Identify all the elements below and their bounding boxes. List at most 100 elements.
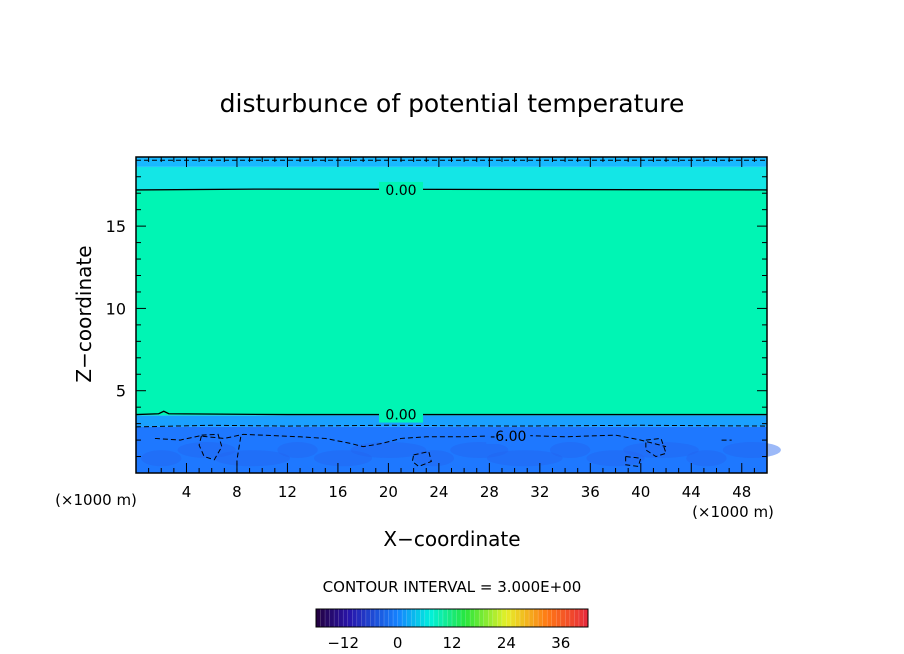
contour-labels: 0.00 0.00 -6.00	[379, 181, 531, 445]
colorbar-tick-label: −12	[327, 634, 359, 652]
colorbar-cell	[551, 609, 557, 627]
colorbar-tick-label: 36	[551, 634, 570, 652]
x-tick-label: 16	[328, 483, 347, 501]
field-patch	[277, 441, 318, 458]
x-tick-label: 8	[232, 483, 242, 501]
colorbar-cell	[465, 609, 471, 627]
colorbar-frame	[315, 608, 589, 628]
colorbar-cell	[338, 609, 344, 627]
field-patch	[313, 450, 372, 467]
contour-line	[198, 433, 223, 461]
x-tick-label: 48	[732, 483, 751, 501]
contour-line	[135, 410, 767, 416]
contour-line	[154, 433, 667, 448]
x-tick-label: 40	[631, 483, 650, 501]
colorbar-cell	[402, 609, 408, 627]
colorbar-tick-label: 0	[393, 634, 403, 652]
colorbar-cell	[510, 609, 516, 627]
field-band	[136, 415, 767, 427]
colorbar-cell	[352, 609, 358, 627]
field-patch	[586, 450, 645, 467]
colorbar-cell	[506, 609, 512, 627]
contour-lines	[135, 159, 768, 473]
colorbar-cell	[533, 609, 539, 627]
contour-label-bg	[379, 181, 424, 198]
field-patch	[486, 450, 563, 467]
x-unit-left: (×1000 m)	[55, 491, 137, 509]
colorbar-tick-label: 12	[442, 634, 461, 652]
field-band	[136, 426, 767, 473]
x-tick-label: 44	[682, 483, 701, 501]
y-axis-label: Z−coordinate	[72, 245, 96, 382]
colorbar-cell	[379, 609, 385, 627]
colorbar-cell	[556, 609, 562, 627]
colorbar-cell	[320, 609, 326, 627]
field-band	[136, 166, 767, 190]
x-tick-label: 20	[379, 483, 398, 501]
x-tick-label: 12	[278, 483, 297, 501]
colorbar-cell	[370, 609, 376, 627]
contour-label-bg	[379, 406, 424, 423]
colorbar-cell	[578, 609, 584, 627]
contour-line	[135, 424, 768, 428]
colorbar-cell	[538, 609, 544, 627]
colorbar-cell	[424, 609, 430, 627]
x-tick-label: 24	[429, 483, 448, 501]
colorbar-cell	[374, 609, 380, 627]
contour-line	[135, 188, 768, 191]
x-axis-label: X−coordinate	[383, 527, 520, 551]
colorbar-cell	[406, 609, 412, 627]
colorbar-cell	[497, 609, 503, 627]
colorbar-cell	[565, 609, 571, 627]
colorbar-cell	[388, 609, 394, 627]
colorbar-cell	[524, 609, 530, 627]
field-patch	[413, 450, 455, 467]
colorbar-cell	[420, 609, 426, 627]
contour-label: 0.00	[385, 408, 416, 424]
x-unit-right: (×1000 m)	[692, 503, 774, 521]
y-tick-label: 5	[116, 382, 126, 401]
colorbar-cell	[411, 609, 417, 627]
colorbar-cell	[492, 609, 498, 627]
colorbar-cell	[365, 609, 371, 627]
colorbar-cell	[347, 609, 353, 627]
y-tick-label: 15	[106, 217, 126, 236]
contour-label: 0.00	[385, 183, 416, 199]
colorbar-cell	[325, 609, 330, 627]
colorbar-cell	[316, 609, 321, 627]
plot-area	[136, 157, 781, 473]
chart-title: disturbunce of potential temperature	[220, 89, 685, 118]
colorbar-cell	[334, 609, 340, 627]
contour-line	[645, 437, 667, 458]
y-tick-label: 10	[106, 299, 126, 318]
x-tick-label: 4	[182, 483, 192, 501]
field-patch	[141, 450, 182, 467]
colorbar-cell	[529, 609, 534, 627]
colorbar-cell	[488, 609, 494, 627]
colorbar-cell	[447, 609, 453, 627]
colorbar-cell	[583, 609, 589, 627]
contour-label-bg	[486, 427, 531, 444]
field-patch	[623, 441, 699, 458]
colorbar-cell	[470, 609, 476, 627]
colorbar-cell	[483, 609, 489, 627]
colorbar-cell	[343, 609, 349, 627]
colorbar-cell	[397, 609, 403, 627]
colorbar-cell	[361, 609, 367, 627]
x-tick-label: 36	[581, 483, 600, 501]
colorbar-cell	[515, 609, 521, 627]
colorbar-cell	[429, 609, 435, 627]
field-band	[136, 189, 767, 416]
colorbar-cell	[461, 609, 466, 627]
colorbar-cell	[560, 609, 566, 627]
colorbar: −12 0 12 24 36	[315, 608, 589, 652]
colorbar-cell	[479, 609, 485, 627]
colorbar-cell	[329, 609, 335, 627]
contour-label: -6.00	[490, 429, 526, 445]
colorbar-cell	[356, 609, 362, 627]
colorbar-tick-label: 24	[497, 634, 516, 652]
colorbar-cell	[433, 609, 439, 627]
field-patch	[549, 441, 591, 458]
colorbar-cell	[384, 609, 389, 627]
